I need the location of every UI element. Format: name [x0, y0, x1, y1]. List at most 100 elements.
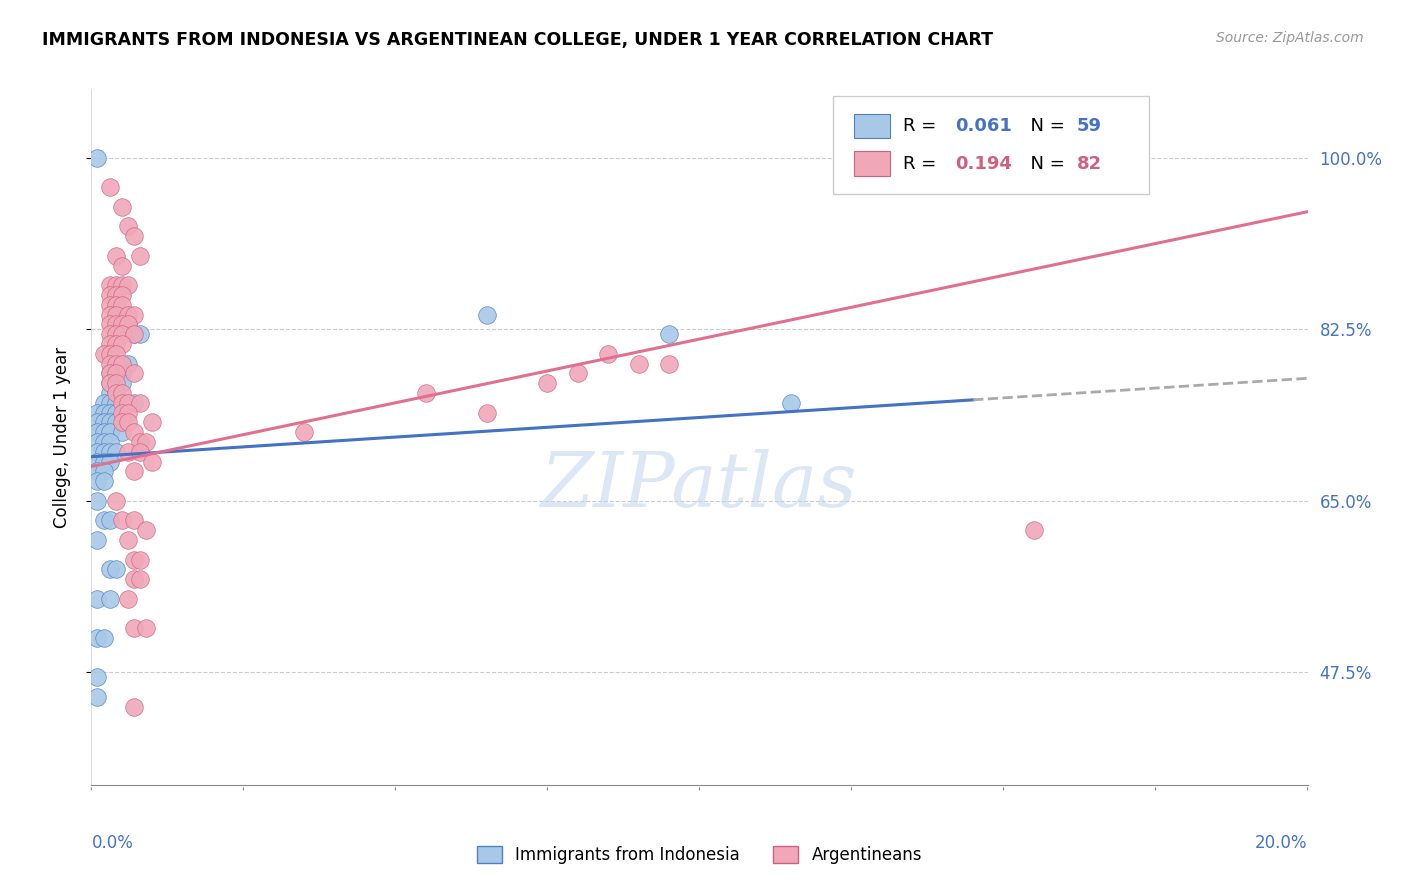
Point [98, 357, 121, 371]
Text: ZIPatlas: ZIPatlas [541, 449, 858, 523]
Point [122, 367, 145, 381]
Point [93, 631, 115, 645]
Point [98, 425, 121, 440]
Point [779, 396, 801, 410]
Point [135, 523, 157, 537]
Y-axis label: College, Under 1 year: College, Under 1 year [52, 346, 70, 528]
Point [98, 288, 121, 302]
Point [117, 357, 139, 371]
Point [86, 474, 108, 488]
Point [93, 464, 115, 478]
Point [98, 562, 121, 576]
Point [104, 367, 127, 381]
Point [141, 416, 163, 430]
Point [98, 367, 121, 381]
Point [111, 357, 134, 371]
Point [86, 416, 108, 430]
Point [122, 572, 145, 586]
Point [117, 416, 139, 430]
Text: R =: R = [903, 117, 942, 135]
Point [86, 690, 108, 704]
Point [122, 327, 145, 342]
Point [111, 318, 134, 332]
Point [122, 396, 145, 410]
Point [111, 327, 134, 342]
Point [117, 219, 139, 234]
Point [104, 386, 127, 401]
Point [104, 444, 127, 458]
Point [104, 357, 127, 371]
Text: N =: N = [1019, 154, 1071, 173]
Point [98, 347, 121, 361]
Point [122, 425, 145, 440]
Point [86, 464, 108, 478]
Point [86, 533, 108, 547]
Point [104, 337, 127, 351]
Point [98, 318, 121, 332]
Text: IMMIGRANTS FROM INDONESIA VS ARGENTINEAN COLLEGE, UNDER 1 YEAR CORRELATION CHART: IMMIGRANTS FROM INDONESIA VS ARGENTINEAN… [42, 31, 993, 49]
Point [98, 308, 121, 322]
Point [104, 386, 127, 401]
Point [86, 454, 108, 468]
Point [93, 347, 115, 361]
Point [598, 347, 620, 361]
Text: 0.0%: 0.0% [91, 834, 134, 852]
Point [104, 318, 127, 332]
Point [117, 278, 139, 293]
Point [117, 591, 139, 606]
Point [111, 425, 134, 440]
Point [86, 444, 108, 458]
Point [415, 386, 437, 401]
Text: 59: 59 [1077, 117, 1101, 135]
Point [122, 308, 145, 322]
Point [98, 396, 121, 410]
Point [98, 434, 121, 449]
Point [111, 278, 134, 293]
Point [86, 434, 108, 449]
Text: Source: ZipAtlas.com: Source: ZipAtlas.com [1216, 31, 1364, 45]
Text: 0.061: 0.061 [955, 117, 1012, 135]
Point [117, 533, 139, 547]
Point [111, 298, 134, 312]
Point [104, 376, 127, 391]
Point [104, 406, 127, 420]
Point [135, 621, 157, 635]
Point [104, 298, 127, 312]
Point [117, 318, 139, 332]
Point [567, 367, 589, 381]
Text: 0.194: 0.194 [955, 154, 1012, 173]
Point [104, 416, 127, 430]
Point [104, 493, 127, 508]
Point [111, 318, 134, 332]
Point [104, 376, 127, 391]
Point [98, 376, 121, 391]
Point [111, 513, 134, 527]
Point [104, 367, 127, 381]
Point [98, 278, 121, 293]
Point [658, 327, 681, 342]
Point [111, 386, 134, 401]
Point [475, 406, 498, 420]
Point [1022, 523, 1045, 537]
Point [98, 386, 121, 401]
Point [117, 318, 139, 332]
Point [129, 552, 152, 566]
Point [98, 367, 121, 381]
FancyBboxPatch shape [853, 114, 890, 138]
Point [122, 229, 145, 244]
Point [122, 327, 145, 342]
Point [111, 376, 134, 391]
Point [658, 357, 681, 371]
Point [475, 308, 498, 322]
Point [104, 396, 127, 410]
Point [135, 434, 157, 449]
Point [122, 513, 145, 527]
Point [104, 249, 127, 263]
Point [93, 425, 115, 440]
Point [627, 357, 650, 371]
Point [292, 425, 315, 440]
Point [93, 444, 115, 458]
Point [111, 367, 134, 381]
Point [117, 406, 139, 420]
Text: 20.0%: 20.0% [1256, 834, 1308, 852]
